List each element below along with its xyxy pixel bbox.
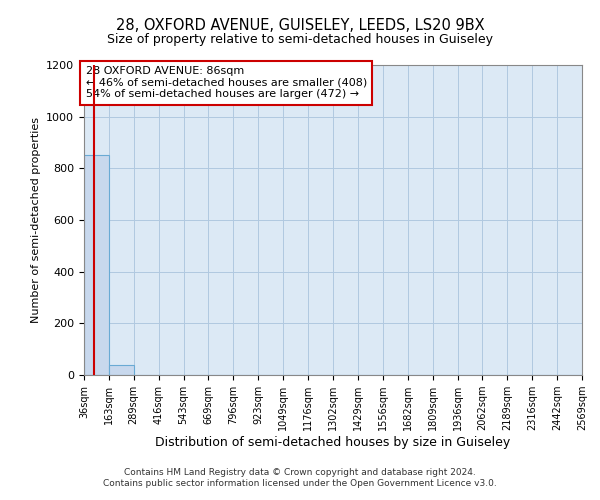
Text: 28, OXFORD AVENUE, GUISELEY, LEEDS, LS20 9BX: 28, OXFORD AVENUE, GUISELEY, LEEDS, LS20…	[116, 18, 484, 32]
Bar	[109, 365, 134, 375]
Text: Size of property relative to semi-detached houses in Guiseley: Size of property relative to semi-detach…	[107, 32, 493, 46]
Bar	[84, 156, 109, 375]
X-axis label: Distribution of semi-detached houses by size in Guiseley: Distribution of semi-detached houses by …	[155, 436, 511, 449]
Text: Contains HM Land Registry data © Crown copyright and database right 2024.
Contai: Contains HM Land Registry data © Crown c…	[103, 468, 497, 487]
Text: 28 OXFORD AVENUE: 86sqm
← 46% of semi-detached houses are smaller (408)
54% of s: 28 OXFORD AVENUE: 86sqm ← 46% of semi-de…	[86, 66, 367, 100]
Y-axis label: Number of semi-detached properties: Number of semi-detached properties	[31, 117, 41, 323]
